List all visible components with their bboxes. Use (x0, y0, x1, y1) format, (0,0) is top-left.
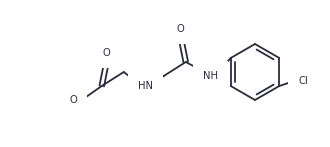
Text: Cl: Cl (298, 76, 308, 86)
Text: NH: NH (203, 71, 218, 81)
Text: O: O (103, 48, 111, 58)
Text: O: O (69, 95, 77, 105)
Text: HN: HN (138, 81, 153, 91)
Text: O: O (177, 24, 184, 34)
